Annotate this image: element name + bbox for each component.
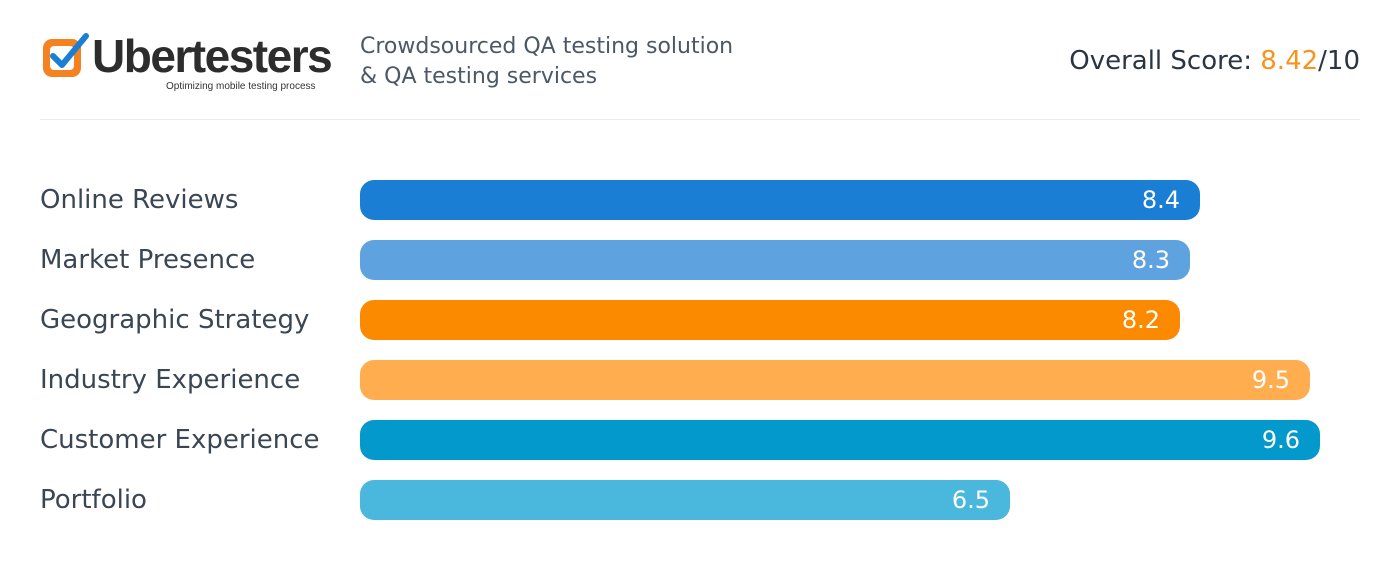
score-bar-chart: Online Reviews 8.4 Market Presence 8.3 Geogr…	[40, 180, 1360, 520]
overall-score-value: 8.42	[1260, 46, 1319, 76]
company-description: Crowdsourced QA testing solution & QA te…	[360, 32, 780, 92]
bar-category-label: Industry Experience	[40, 365, 301, 395]
header: Ubertesters Optimizing mobile testing pr…	[40, 28, 1360, 98]
bar-value-label: 9.6	[1261, 426, 1300, 454]
description-line-1: Crowdsourced QA testing solution	[360, 34, 734, 59]
logo-wordmark: Ubertesters	[92, 30, 333, 82]
bar-value-label: 8.2	[1121, 306, 1160, 334]
checkbox-check-icon	[43, 33, 89, 77]
bar-category-label: Market Presence	[40, 245, 256, 275]
score-bar: 8.3	[360, 240, 1190, 280]
bar-value-label: 8.3	[1131, 246, 1170, 274]
bar-value-label: 6.5	[951, 486, 990, 514]
bar-row: Market Presence 8.3	[40, 240, 1360, 280]
bar-value-label: 8.4	[1141, 186, 1180, 214]
bar-category-label: Online Reviews	[40, 185, 239, 215]
score-bar: 8.4	[360, 180, 1200, 220]
bar-category-label: Geographic Strategy	[40, 305, 310, 335]
bar-row: Industry Experience 9.5	[40, 360, 1360, 400]
score-bar: 6.5	[360, 480, 1010, 520]
bar-row: Portfolio 6.5	[40, 480, 1360, 520]
logo-tagline: Optimizing mobile testing process	[166, 81, 316, 92]
overall-score-label: Overall Score:	[1069, 46, 1261, 76]
header-divider	[40, 119, 1360, 120]
score-bar: 9.5	[360, 360, 1310, 400]
bar-row: Customer Experience 9.6	[40, 420, 1360, 460]
description-line-2: & QA testing services	[360, 64, 598, 89]
bar-row: Online Reviews 8.4	[40, 180, 1360, 220]
score-bar: 9.6	[360, 420, 1320, 460]
ubertesters-logo[interactable]: Ubertesters Optimizing mobile testing pr…	[40, 30, 333, 92]
overall-score: Overall Score: 8.42/10	[1069, 46, 1360, 76]
bar-row: Geographic Strategy 8.2	[40, 300, 1360, 340]
overall-score-max: /10	[1318, 46, 1360, 76]
score-bar: 8.2	[360, 300, 1180, 340]
bar-value-label: 9.5	[1251, 366, 1290, 394]
bar-category-label: Portfolio	[40, 485, 147, 515]
bar-category-label: Customer Experience	[40, 425, 320, 455]
